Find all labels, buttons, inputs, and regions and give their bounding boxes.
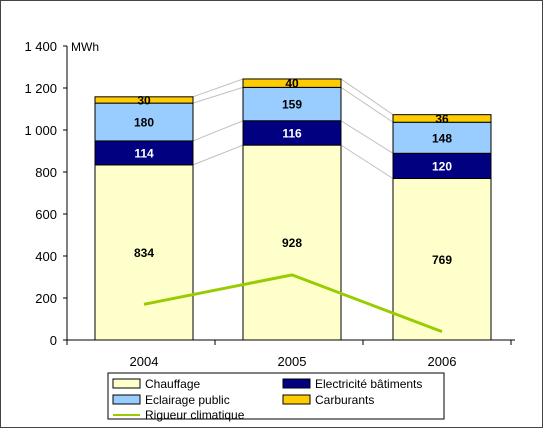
x-tick-label: 2006 [428, 354, 457, 369]
legend-label-eclairage-public: Eclairage public [145, 393, 230, 407]
legend-label-electricite-batiments: Electricité bâtiments [315, 377, 422, 391]
x-ticks: 2004 2005 2006 [130, 354, 457, 369]
y-tick-label: 0 [50, 333, 57, 348]
series-connector [340, 78, 394, 116]
bar-chauffage-2006 [392, 178, 492, 341]
y-tick-label: 800 [35, 165, 57, 180]
y-unit-label: MWh [71, 40, 99, 54]
climate-line-series [143, 273, 443, 334]
bars [94, 78, 492, 341]
bar-label-carburants-2004: 30 [137, 93, 151, 107]
y-tick-label: 200 [35, 291, 57, 306]
bar-carburants-2004 [94, 96, 194, 104]
legend-swatch-carburants [282, 394, 311, 405]
legend-swatch-chauffage [112, 378, 141, 389]
bar-carburants-2005 [242, 78, 342, 88]
series-connector [192, 120, 244, 142]
bar-label-electricite-batiments-2006: 120 [432, 159, 452, 173]
legend-swatch-eclairage-public [112, 394, 141, 405]
x-tick-label: 2004 [130, 354, 159, 369]
bar-label-eclairage-public-2005: 159 [282, 98, 302, 112]
bar-label-carburants-2005: 40 [285, 77, 299, 91]
y-tick-label: 1 200 [24, 81, 57, 96]
bar-label-chauffage-2006: 769 [432, 253, 452, 267]
bar-label-chauffage-2005: 928 [282, 236, 302, 250]
bar-label-eclairage-public-2004: 180 [134, 116, 154, 130]
y-tick-label: 1 000 [24, 123, 57, 138]
legend-swatch-electricite-batiments [282, 378, 311, 389]
series-connector [192, 78, 244, 98]
bar-electricite-batiments-2006 [392, 152, 492, 180]
bar-electricite-batiments-2005 [242, 120, 342, 146]
legend-box [107, 372, 445, 420]
bar-label-electricite-batiments-2004: 114 [134, 146, 154, 160]
bar-chauffage-2005 [242, 144, 342, 341]
bar-carburants-2006 [392, 114, 492, 123]
y-tick-label: 1 400 [24, 39, 57, 54]
series-connector [340, 120, 394, 154]
legend-label-chauffage: Chauffage [145, 377, 200, 391]
bar-value-labels: 834 114 180 30 928 116 159 40 769 120 148 36 [134, 77, 452, 267]
bar-label-chauffage-2004: 834 [134, 246, 154, 260]
line-rigueur-climatique [143, 273, 443, 334]
legend: Chauffage Electricité bâtiments Eclairage … [107, 372, 445, 422]
y-ticks: 0 200 400 600 800 1 000 1 200 1 400 [24, 39, 57, 348]
series-connector [192, 86, 244, 104]
bar-label-electricite-batiments-2005: 116 [282, 126, 302, 140]
series-connector [192, 144, 244, 166]
series-connector [340, 86, 394, 123]
bar-label-eclairage-public-2006: 148 [432, 131, 452, 145]
legend-label-carburants: Carburants [315, 393, 374, 407]
axes [63, 45, 515, 345]
y-tick-label: 600 [35, 207, 57, 222]
y-tick-label: 400 [35, 249, 57, 264]
bar-eclairage-public-2004 [94, 102, 194, 142]
bar-eclairage-public-2005 [242, 86, 342, 122]
legend-label-rigueur-climatique: Rigueur climatique [145, 408, 245, 422]
bar-eclairage-public-2006 [392, 121, 492, 154]
bar-label-carburants-2006: 36 [435, 112, 449, 126]
x-tick-label: 2005 [278, 354, 307, 369]
series-connectors [192, 78, 394, 179]
series-connector [340, 144, 394, 179]
